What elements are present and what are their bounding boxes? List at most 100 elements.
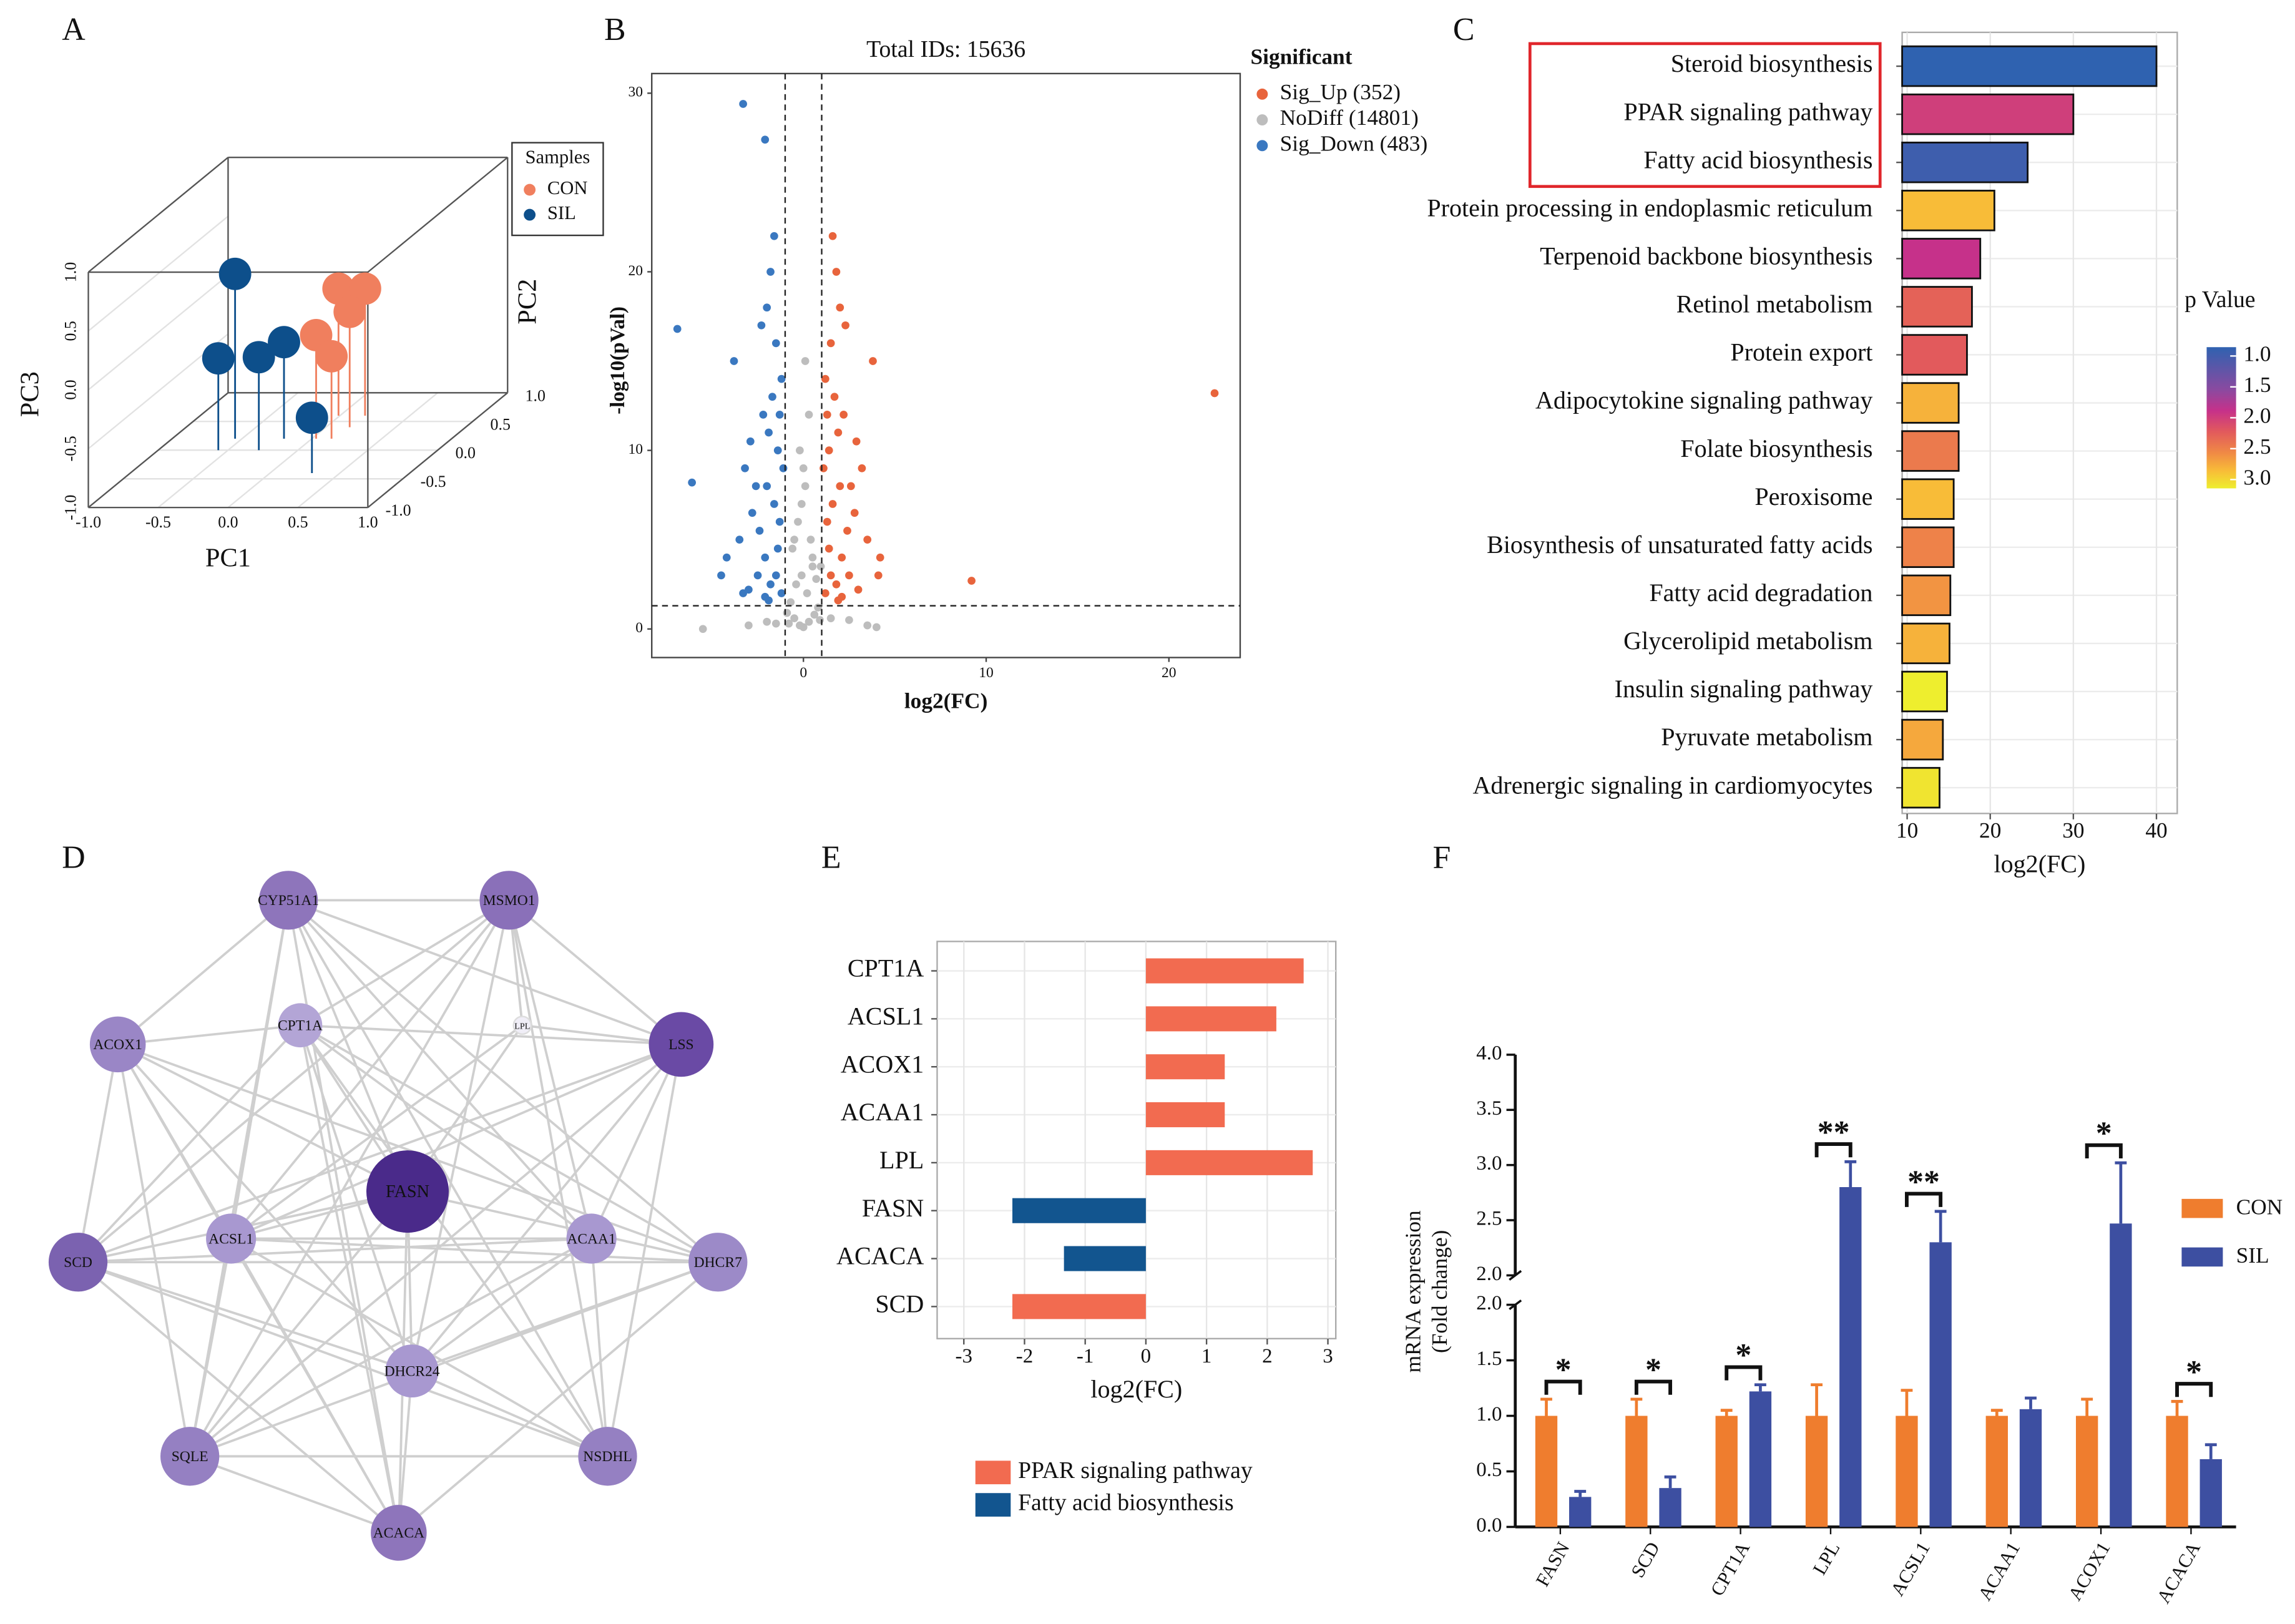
node-label: ACACA: [373, 1525, 424, 1542]
edge: [299, 1025, 400, 1534]
node: [566, 1213, 617, 1264]
y-tick-label: 2.5: [1476, 1208, 1502, 1230]
edge: [77, 1044, 119, 1263]
edge: [230, 1238, 400, 1534]
point: [773, 544, 782, 553]
x-tick-label: 20: [1979, 818, 2001, 843]
node-label: CPT1A: [278, 1018, 323, 1034]
point: [268, 326, 300, 359]
point: [828, 232, 837, 240]
x-tick-label: 0: [1141, 1345, 1152, 1367]
node-label: ACAA1: [567, 1231, 616, 1247]
node: [258, 871, 318, 930]
point: [823, 411, 831, 419]
y-tick-label: Protein processing in endoplasmic reticu…: [1427, 193, 1872, 222]
grid-line: [87, 274, 229, 391]
y-tick-label: 10: [629, 441, 643, 457]
edge: [77, 1043, 682, 1263]
legend-title: Significant: [1250, 44, 1352, 69]
node-label: FASN: [386, 1182, 429, 1201]
point: [797, 500, 806, 508]
point: [852, 437, 861, 446]
edge: [300, 1024, 682, 1046]
point: [771, 571, 780, 580]
bar: [1901, 574, 1952, 617]
edge: [299, 899, 510, 1027]
bar: [1749, 1391, 1772, 1527]
significance-label: *: [1645, 1352, 1661, 1387]
edge: [189, 1261, 718, 1458]
box-edge: [367, 392, 509, 509]
point: [722, 553, 731, 562]
x-tick-label: 0.5: [288, 513, 308, 531]
point: [775, 411, 784, 419]
point: [832, 580, 841, 589]
colorbar-tick-label: 2.0: [2243, 403, 2271, 428]
x-tick-label: 0: [800, 665, 807, 681]
node-label: MSMO1: [483, 893, 536, 909]
point: [775, 517, 784, 526]
point: [770, 232, 778, 240]
point: [805, 411, 813, 419]
point: [753, 571, 762, 580]
bar: [1625, 1416, 1648, 1527]
x-tick-label: 2: [1262, 1345, 1273, 1367]
point: [783, 609, 791, 617]
point: [717, 571, 725, 580]
bar: [2110, 1223, 2132, 1527]
legend-label: CON: [2236, 1194, 2283, 1219]
significance-bracket: [2175, 1382, 2213, 1397]
y-tick-label: Steroid biosynthesis: [1671, 49, 1873, 77]
legend-marker: [1256, 140, 1268, 152]
y-tick-label: ACAA1: [841, 1098, 924, 1126]
x-tick-label: 10: [979, 665, 994, 681]
panel-label: E: [821, 840, 841, 876]
y-tick-label: ACSL1: [848, 1002, 924, 1030]
point: [748, 509, 756, 517]
y-axis-title: mRNA expression: [1401, 1210, 1426, 1372]
panel-label: B: [604, 12, 626, 47]
point: [825, 544, 833, 553]
edge: [77, 1024, 301, 1263]
bar: [1929, 1242, 1952, 1527]
point: [801, 357, 810, 365]
point: [730, 357, 738, 365]
significance-label: *: [2186, 1354, 2202, 1390]
significance-bracket: [1905, 1191, 1943, 1207]
point: [838, 553, 846, 562]
node-label: LSS: [668, 1037, 694, 1053]
edge: [411, 900, 511, 1371]
z-tick-label: -1.0: [62, 495, 80, 521]
y-tick-label: 0.5: [1476, 1459, 1502, 1481]
colorbar-tick-label: 1.0: [2243, 341, 2271, 366]
x-tick-label: -3: [955, 1345, 972, 1367]
point: [803, 589, 811, 597]
point: [863, 621, 872, 630]
bar: [1901, 45, 2158, 87]
y-tick-label: -0.5: [421, 472, 446, 491]
x-tick-label: 10: [1896, 818, 1918, 843]
edge: [606, 1044, 683, 1457]
y-tick-label: 2.0: [1476, 1263, 1502, 1285]
legend-swatch: [975, 1493, 1011, 1517]
point: [858, 464, 866, 472]
y-tick-label: 1.0: [526, 386, 546, 404]
point: [763, 303, 771, 312]
point: [792, 580, 800, 589]
chart-title: Total IDs: 15636: [866, 36, 1025, 62]
edge: [299, 1024, 592, 1240]
significance-bracket: [2085, 1143, 2123, 1159]
y-tick-label: Fatty acid degradation: [1649, 579, 1872, 607]
point: [788, 544, 797, 553]
edge: [287, 899, 593, 1240]
bar: [1896, 1416, 1918, 1527]
point: [766, 268, 775, 276]
bar: [1985, 1416, 2008, 1527]
box-edge: [87, 392, 229, 509]
bar: [1901, 141, 2029, 183]
node: [89, 1016, 146, 1073]
legend-label: SIL: [547, 202, 576, 223]
legend-title: Samples: [525, 147, 590, 168]
node: [48, 1233, 108, 1292]
point: [751, 482, 760, 491]
